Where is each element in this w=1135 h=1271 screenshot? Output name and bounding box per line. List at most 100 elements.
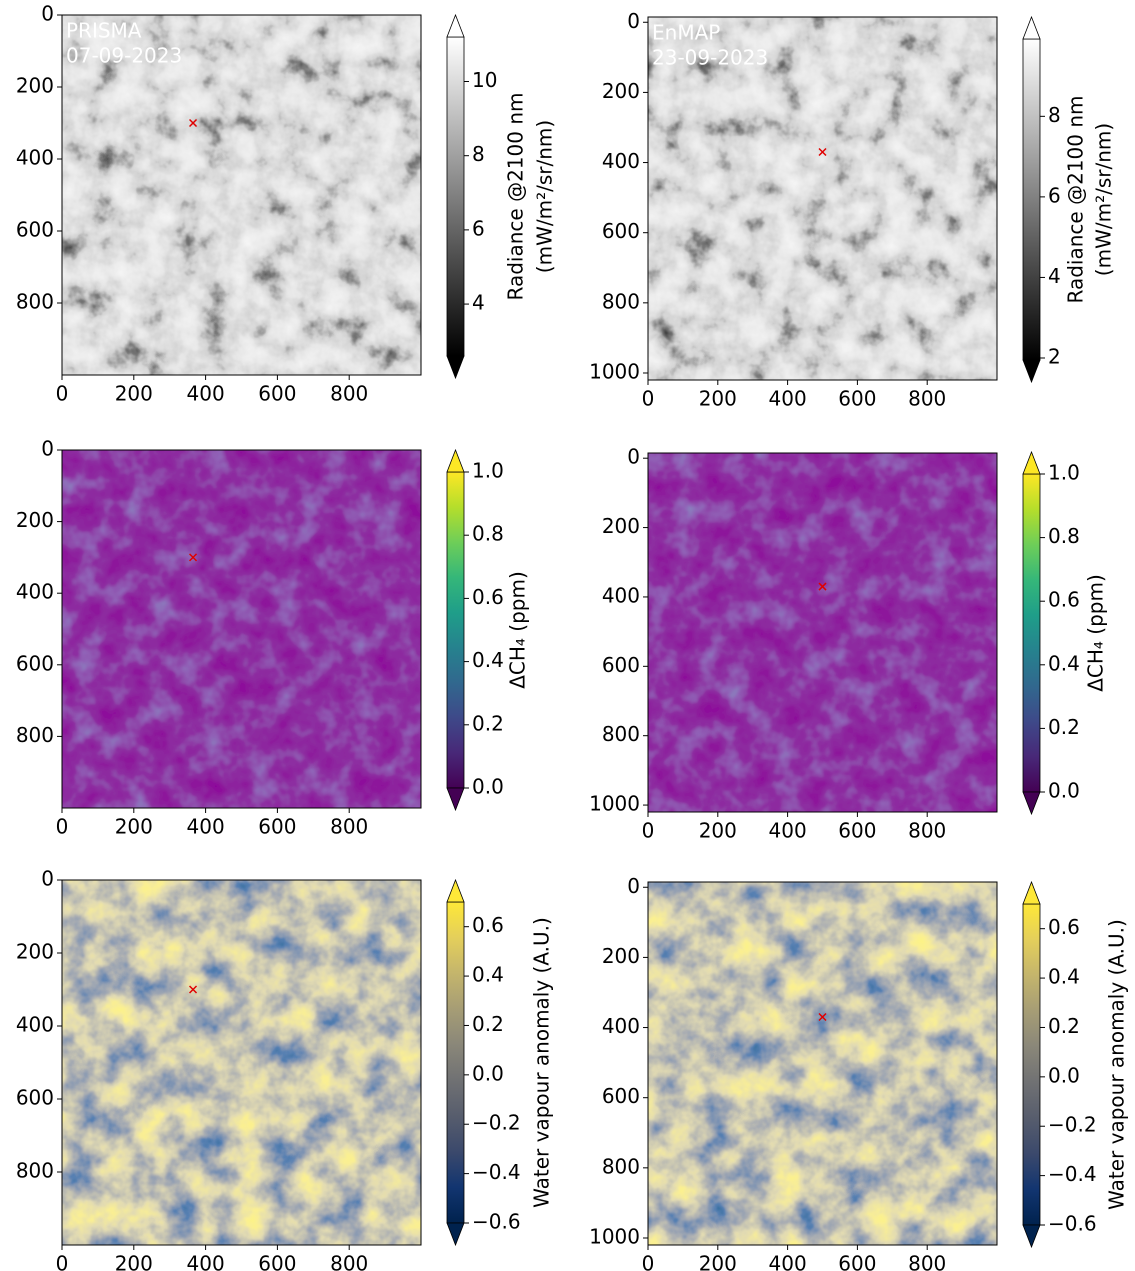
x-tick-label: 600 bbox=[258, 815, 296, 839]
y-tick-label: 0 bbox=[627, 874, 640, 898]
marker-stroke bbox=[189, 118, 198, 128]
y-tick-label: 1000 bbox=[589, 1224, 640, 1248]
colorbar-tick-label: −0.2 bbox=[1048, 1113, 1097, 1137]
colorbar-extend bbox=[446, 448, 465, 473]
image bbox=[648, 17, 997, 380]
image-frame bbox=[61, 879, 422, 1246]
colorbar-tick-label: 8 bbox=[1048, 103, 1061, 127]
marker bbox=[189, 985, 198, 994]
colorbar-extend bbox=[446, 1222, 465, 1247]
x-tick-label: 0 bbox=[56, 1252, 69, 1271]
x-tick-label: 400 bbox=[769, 819, 807, 843]
marker bbox=[818, 147, 827, 157]
marker-stroke bbox=[189, 553, 198, 562]
x-tick-label: 0 bbox=[56, 815, 69, 839]
colorbar-extend bbox=[446, 13, 465, 38]
y-tick-label: 200 bbox=[16, 940, 54, 964]
colorbar-tick-label: 0.2 bbox=[472, 711, 504, 735]
x-tick-label: 200 bbox=[699, 387, 737, 411]
image bbox=[62, 450, 421, 808]
y-tick-label: 0 bbox=[41, 437, 54, 461]
image-frame bbox=[61, 449, 422, 809]
image-frame bbox=[61, 14, 422, 376]
colorbar-tick-label: 0.0 bbox=[1048, 1063, 1080, 1087]
y-tick-label: 400 bbox=[602, 1014, 640, 1038]
x-tick-label: 200 bbox=[115, 382, 153, 406]
y-tick-label: 800 bbox=[602, 722, 640, 746]
colorbar-extend bbox=[1022, 791, 1041, 816]
y-tick-label: 1000 bbox=[589, 359, 640, 383]
image-frame bbox=[647, 16, 998, 381]
colorbar-label: Water vapour anomaly (A.U.) bbox=[530, 917, 554, 1208]
x-tick-label: 400 bbox=[187, 382, 225, 406]
x-tick-label: 400 bbox=[769, 387, 807, 411]
colorbar-tick-label: 0.2 bbox=[1048, 1014, 1080, 1038]
annotation: 07-09-2023 bbox=[66, 44, 182, 68]
colorbar-extend bbox=[1022, 359, 1041, 384]
colorbar-extend bbox=[1022, 450, 1041, 475]
y-tick-label: 400 bbox=[16, 146, 54, 170]
colorbar-tick-label: −0.6 bbox=[1048, 1212, 1097, 1236]
colorbar-tick-label: 6 bbox=[472, 216, 485, 240]
y-tick-label: 0 bbox=[627, 445, 640, 469]
colorbar-extend bbox=[446, 878, 465, 903]
x-tick-label: 0 bbox=[642, 819, 655, 843]
colorbar-label: ΔCH₄ (ppm) bbox=[506, 571, 530, 689]
x-tick-label: 800 bbox=[330, 1252, 368, 1271]
y-tick-label: 400 bbox=[16, 580, 54, 604]
colorbar-tick-label: 0.6 bbox=[472, 913, 504, 937]
image bbox=[62, 880, 421, 1245]
y-tick-label: 800 bbox=[602, 289, 640, 313]
y-tick-label: 800 bbox=[16, 290, 54, 314]
x-tick-label: 800 bbox=[330, 815, 368, 839]
colorbar-tick-label: 6 bbox=[1048, 183, 1061, 207]
x-tick-label: 800 bbox=[908, 1252, 946, 1271]
colorbar-tick-label: −0.6 bbox=[472, 1210, 521, 1234]
y-tick-label: 800 bbox=[16, 1159, 54, 1183]
y-tick-label: 0 bbox=[41, 867, 54, 891]
marker bbox=[189, 553, 198, 562]
x-tick-label: 200 bbox=[699, 819, 737, 843]
y-tick-label: 0 bbox=[627, 9, 640, 33]
colorbar-tick-label: 0.0 bbox=[472, 775, 504, 799]
colorbar-tick-label: 0.2 bbox=[472, 1012, 504, 1036]
x-tick-label: 600 bbox=[838, 387, 876, 411]
colorbar-extend bbox=[1022, 15, 1041, 40]
colorbar-label: Water vapour anomaly (A.U.) bbox=[1105, 919, 1129, 1210]
colorbar-tick-label: −0.4 bbox=[472, 1160, 521, 1184]
x-tick-label: 400 bbox=[187, 1252, 225, 1271]
x-tick-label: 600 bbox=[838, 1252, 876, 1271]
colorbar-tick-label: 0.4 bbox=[472, 648, 504, 672]
x-tick-label: 600 bbox=[258, 1252, 296, 1271]
x-tick-label: 0 bbox=[56, 382, 69, 406]
colorbar-tick-label: 0.4 bbox=[472, 963, 504, 987]
image-frame bbox=[647, 881, 998, 1246]
colorbar-tick-label: 10 bbox=[472, 68, 497, 92]
image bbox=[648, 882, 997, 1245]
image bbox=[62, 15, 421, 375]
y-tick-label: 600 bbox=[602, 1084, 640, 1108]
y-tick-label: 200 bbox=[16, 74, 54, 98]
colorbar-tick-label: 0.2 bbox=[1048, 715, 1080, 739]
colorbar-tick-label: 0.6 bbox=[1048, 915, 1080, 939]
x-tick-label: 800 bbox=[908, 819, 946, 843]
x-tick-label: 0 bbox=[642, 387, 655, 411]
colorbar-tick-label: 1.0 bbox=[472, 459, 504, 483]
colorbar-label: ΔCH₄ (ppm) bbox=[1084, 574, 1108, 692]
y-tick-label: 200 bbox=[602, 514, 640, 538]
colorbar-tick-label: 8 bbox=[472, 142, 485, 166]
colorbar bbox=[446, 901, 465, 1224]
colorbar-tick-label: −0.4 bbox=[1048, 1162, 1097, 1186]
colorbar-tick-label: 2 bbox=[1048, 344, 1061, 368]
x-tick-label: 800 bbox=[330, 382, 368, 406]
colorbar-label: Radiance @2100 nm bbox=[1064, 96, 1088, 304]
colorbar-tick-label: 0.4 bbox=[1048, 965, 1080, 989]
marker bbox=[818, 582, 827, 591]
colorbar-tick-label: 4 bbox=[472, 291, 485, 315]
colorbar bbox=[446, 471, 465, 789]
image bbox=[648, 453, 997, 812]
y-tick-label: 600 bbox=[602, 219, 640, 243]
y-tick-label: 800 bbox=[602, 1154, 640, 1178]
colorbar-extend bbox=[446, 355, 465, 380]
y-tick-label: 800 bbox=[16, 723, 54, 747]
